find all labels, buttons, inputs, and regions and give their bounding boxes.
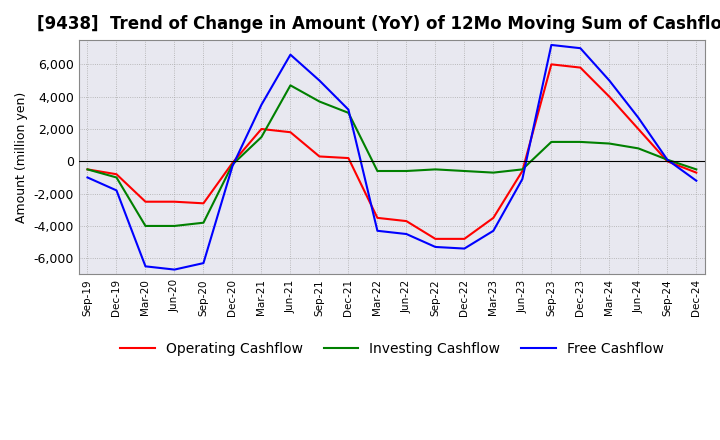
Free Cashflow — [344, 107, 353, 112]
Free Cashflow — [199, 260, 208, 266]
Free Cashflow — [257, 102, 266, 107]
Free Cashflow — [286, 52, 294, 57]
Free Cashflow — [141, 264, 150, 269]
Free Cashflow — [634, 115, 643, 120]
Investing Cashflow — [257, 135, 266, 140]
Free Cashflow — [547, 42, 556, 48]
Operating Cashflow — [634, 126, 643, 132]
Legend: Operating Cashflow, Investing Cashflow, Free Cashflow: Operating Cashflow, Investing Cashflow, … — [114, 336, 670, 361]
Investing Cashflow — [634, 146, 643, 151]
Operating Cashflow — [489, 215, 498, 220]
Operating Cashflow — [431, 236, 440, 242]
Title: [9438]  Trend of Change in Amount (YoY) of 12Mo Moving Sum of Cashflows: [9438] Trend of Change in Amount (YoY) o… — [37, 15, 720, 33]
Investing Cashflow — [84, 167, 92, 172]
Free Cashflow — [460, 246, 469, 251]
Investing Cashflow — [489, 170, 498, 175]
Investing Cashflow — [112, 175, 121, 180]
Free Cashflow — [170, 267, 179, 272]
Investing Cashflow — [315, 99, 324, 104]
Free Cashflow — [84, 175, 92, 180]
Y-axis label: Amount (million yen): Amount (million yen) — [15, 92, 28, 223]
Free Cashflow — [373, 228, 382, 234]
Operating Cashflow — [84, 167, 92, 172]
Line: Free Cashflow: Free Cashflow — [88, 45, 696, 270]
Free Cashflow — [605, 78, 613, 83]
Free Cashflow — [112, 188, 121, 193]
Investing Cashflow — [663, 157, 672, 162]
Investing Cashflow — [286, 83, 294, 88]
Free Cashflow — [518, 176, 526, 182]
Operating Cashflow — [199, 201, 208, 206]
Investing Cashflow — [344, 110, 353, 115]
Operating Cashflow — [373, 215, 382, 220]
Investing Cashflow — [170, 224, 179, 229]
Investing Cashflow — [576, 139, 585, 145]
Operating Cashflow — [228, 160, 237, 165]
Free Cashflow — [692, 178, 701, 183]
Investing Cashflow — [605, 141, 613, 146]
Operating Cashflow — [141, 199, 150, 204]
Free Cashflow — [228, 164, 237, 169]
Operating Cashflow — [112, 172, 121, 177]
Operating Cashflow — [286, 130, 294, 135]
Investing Cashflow — [460, 169, 469, 174]
Free Cashflow — [576, 46, 585, 51]
Investing Cashflow — [518, 167, 526, 172]
Free Cashflow — [489, 228, 498, 234]
Operating Cashflow — [170, 199, 179, 204]
Operating Cashflow — [547, 62, 556, 67]
Investing Cashflow — [199, 220, 208, 225]
Operating Cashflow — [692, 170, 701, 175]
Line: Operating Cashflow: Operating Cashflow — [88, 64, 696, 239]
Operating Cashflow — [257, 126, 266, 132]
Investing Cashflow — [692, 167, 701, 172]
Free Cashflow — [663, 157, 672, 162]
Investing Cashflow — [402, 169, 410, 174]
Investing Cashflow — [141, 224, 150, 229]
Operating Cashflow — [402, 218, 410, 224]
Operating Cashflow — [518, 169, 526, 174]
Investing Cashflow — [373, 169, 382, 174]
Operating Cashflow — [663, 159, 672, 164]
Operating Cashflow — [460, 236, 469, 242]
Line: Investing Cashflow: Investing Cashflow — [88, 85, 696, 226]
Operating Cashflow — [344, 155, 353, 161]
Operating Cashflow — [315, 154, 324, 159]
Investing Cashflow — [547, 139, 556, 145]
Investing Cashflow — [228, 162, 237, 167]
Free Cashflow — [315, 78, 324, 83]
Investing Cashflow — [431, 167, 440, 172]
Free Cashflow — [431, 244, 440, 249]
Operating Cashflow — [605, 94, 613, 99]
Free Cashflow — [402, 231, 410, 237]
Operating Cashflow — [576, 65, 585, 70]
